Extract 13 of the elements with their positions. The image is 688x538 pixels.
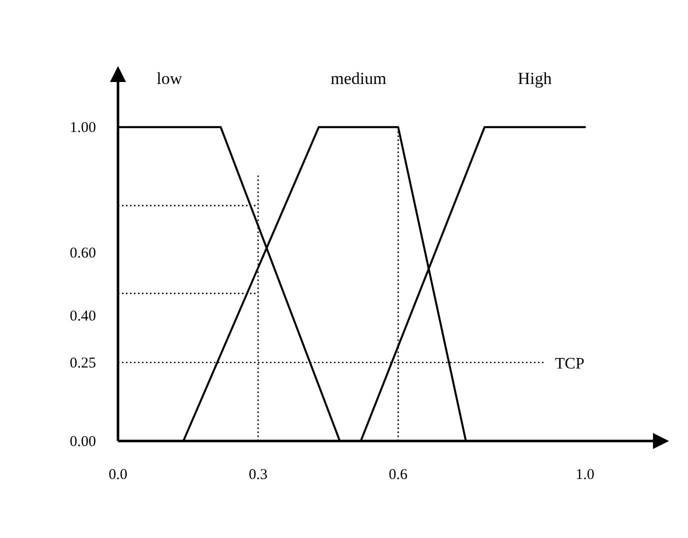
text: High — [518, 69, 552, 88]
x-tick-label: 1.0 — [576, 467, 594, 483]
y-tick-label: 0.25 — [70, 356, 96, 372]
y-tick-label: 1.00 — [70, 120, 96, 136]
y-tick-label: 0.60 — [70, 246, 96, 262]
legend-label: low — [156, 69, 183, 88]
y-tick-label: 0.00 — [70, 434, 96, 450]
x-tick-label: 0.6 — [388, 467, 408, 483]
text: medium — [330, 69, 386, 88]
x-tick-label: 0.0 — [108, 467, 128, 483]
x-tick-label: 0.3 — [248, 467, 268, 483]
ref-line-label: TCP — [555, 356, 584, 373]
y-tick-label: 0.40 — [70, 308, 96, 324]
